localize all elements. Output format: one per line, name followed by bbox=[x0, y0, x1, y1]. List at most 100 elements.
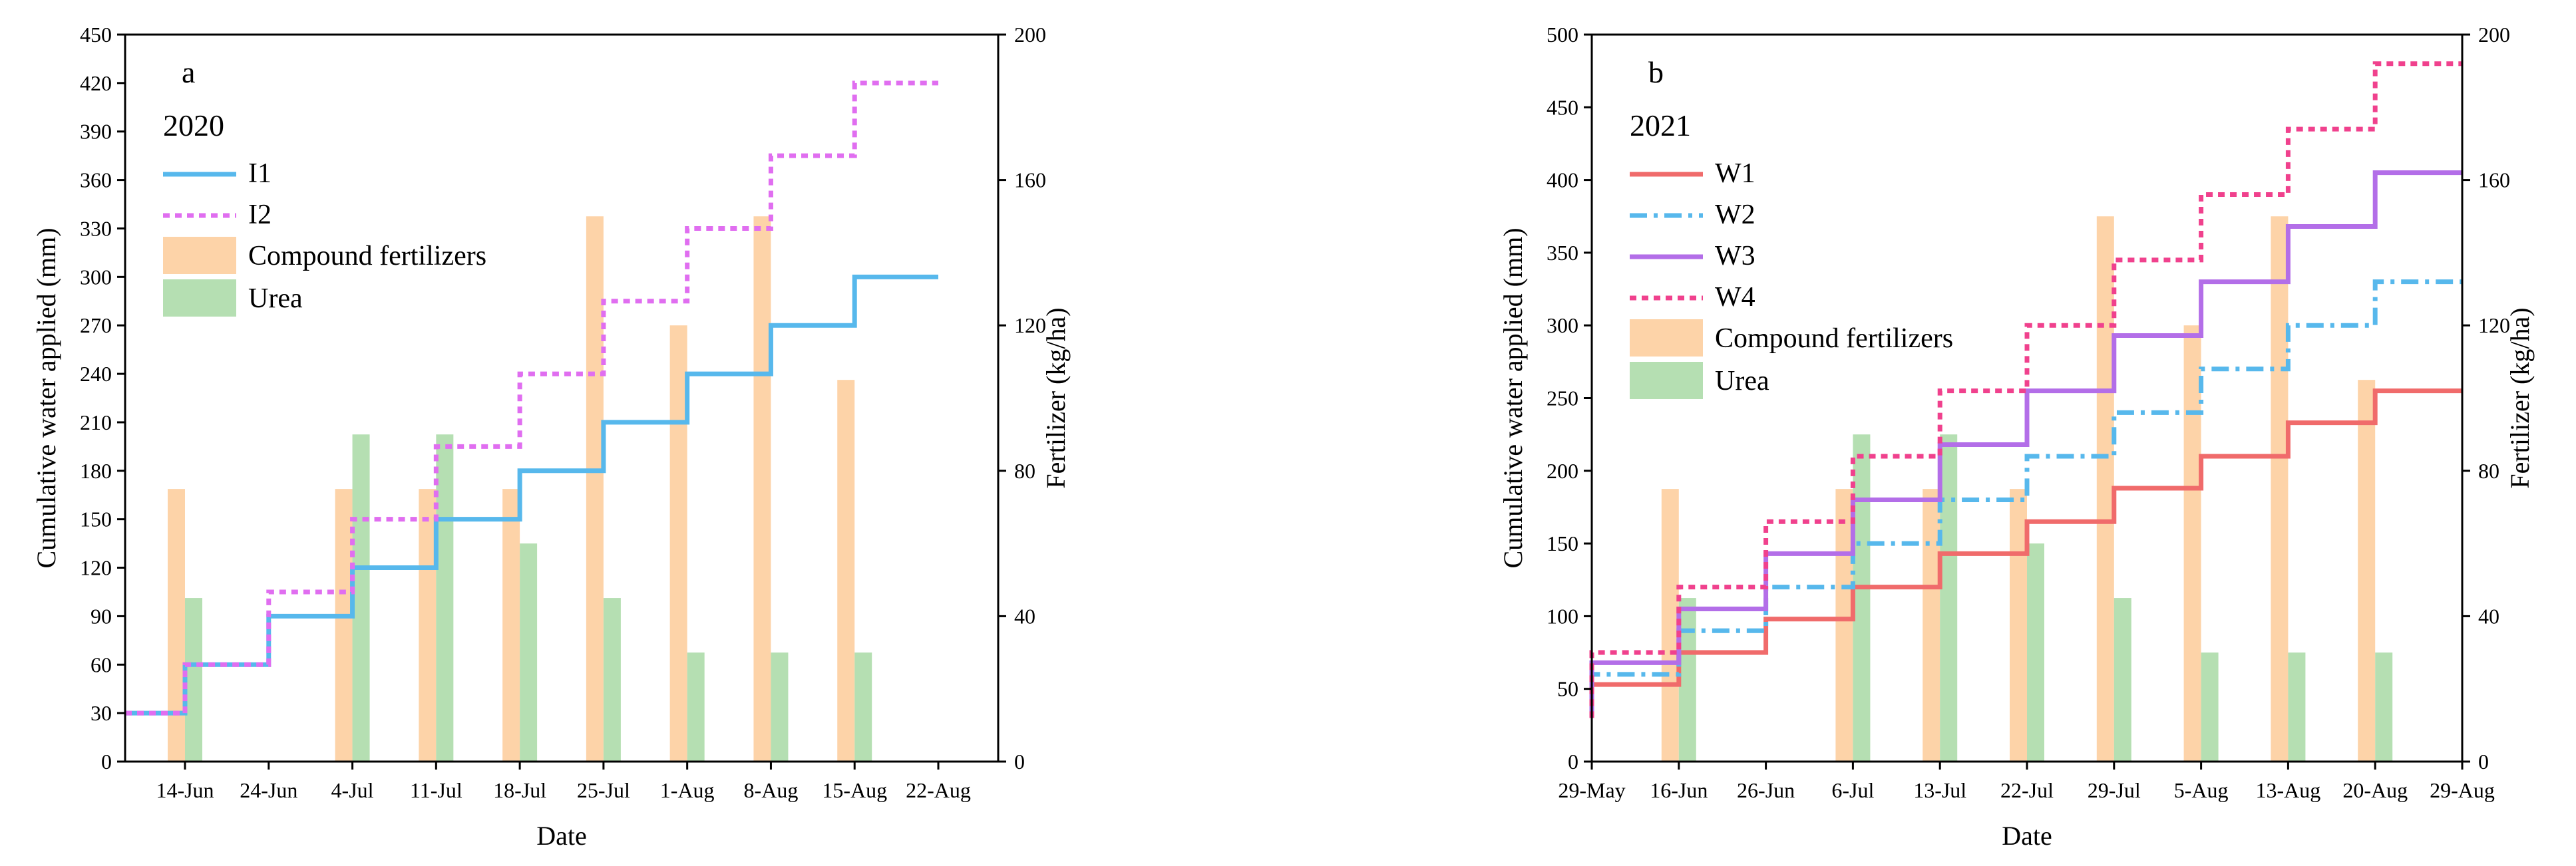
bar-compound-fertilizers-14-Jun bbox=[168, 489, 185, 762]
y-left-tick-label: 150 bbox=[80, 507, 112, 531]
y-right-tick-label: 40 bbox=[1014, 604, 1035, 628]
bar-compound-fertilizers-4-Jul bbox=[335, 489, 353, 762]
x-tick-label: 14-Jun bbox=[156, 778, 214, 802]
bar-compound-fertilizers-13-Aug bbox=[2271, 216, 2289, 762]
x-tick-label: 13-Jul bbox=[1913, 778, 1966, 802]
y-left-tick-label: 120 bbox=[80, 556, 112, 580]
line-series-w3 bbox=[1589, 170, 2462, 718]
legend-label-urea: Urea bbox=[1715, 366, 1769, 396]
legend-label-w3: W3 bbox=[1715, 241, 1755, 271]
bar-compound-fertilizers-22-Jul bbox=[2010, 489, 2027, 762]
bar-compound-fertilizers-5-Aug bbox=[2183, 325, 2201, 762]
legend-label-w4: W4 bbox=[1715, 282, 1755, 313]
bar-urea-20-Aug bbox=[2375, 652, 2393, 762]
y-right-tick-label: 120 bbox=[2478, 313, 2510, 337]
legend-label-w1: W1 bbox=[1715, 158, 1755, 189]
y-left-tick-label: 450 bbox=[80, 23, 112, 47]
x-tick-label: 1-Aug bbox=[660, 778, 715, 802]
y-right-tick-label: 80 bbox=[1014, 459, 1035, 483]
y-left-axis-title: Cumulative water applied (mm) bbox=[1498, 227, 1528, 568]
y-left-tick-label: 330 bbox=[80, 216, 112, 240]
x-tick-label: 25-Jul bbox=[577, 778, 630, 802]
x-tick-label: 16-Jun bbox=[1650, 778, 1708, 802]
y-left-tick-label: 210 bbox=[80, 410, 112, 434]
y-left-tick-label: 500 bbox=[1547, 23, 1578, 47]
y-left-tick-label: 150 bbox=[1547, 531, 1578, 555]
y-left-tick-label: 420 bbox=[80, 71, 112, 95]
legend-label-compound-fertilizers: Compound fertilizers bbox=[248, 241, 486, 271]
legend-swatch-compound-fertilizers bbox=[1630, 319, 1703, 357]
bar-urea-13-Aug bbox=[2288, 652, 2306, 762]
x-tick-label: 20-Aug bbox=[2342, 778, 2408, 802]
legend-label-w2: W2 bbox=[1715, 200, 1755, 230]
x-tick-label: 18-Jul bbox=[493, 778, 546, 802]
bar-urea-15-Aug bbox=[854, 652, 872, 762]
y-left-tick-label: 270 bbox=[80, 313, 112, 337]
x-tick-label: 8-Aug bbox=[744, 778, 799, 802]
y-left-tick-label: 360 bbox=[80, 168, 112, 192]
bar-urea-6-Jul bbox=[1853, 434, 1871, 762]
y-right-tick-label: 0 bbox=[1014, 750, 1025, 774]
line-series-w2 bbox=[1589, 279, 2462, 718]
bar-compound-fertilizers-13-Jul bbox=[1923, 489, 1940, 762]
bar-urea-8-Aug bbox=[771, 652, 789, 762]
bar-compound-fertilizers-20-Aug bbox=[2358, 380, 2376, 762]
x-tick-label: 6-Jul bbox=[1831, 778, 1874, 802]
y-left-tick-label: 400 bbox=[1547, 168, 1578, 192]
line-series-w4 bbox=[1589, 61, 2462, 718]
x-tick-label: 29-May bbox=[1558, 778, 1625, 802]
legend-label-urea: Urea bbox=[248, 283, 303, 314]
x-tick-label: 29-Jul bbox=[2088, 778, 2141, 802]
bar-urea-22-Jul bbox=[2027, 543, 2044, 762]
panel-b-chart: 0 50 100 150 200 250 300 350 400 450 500 0 40 80 120 16… bbox=[1498, 23, 2535, 851]
y-right-tick-label: 120 bbox=[1014, 313, 1046, 337]
bar-urea-11-Jul bbox=[436, 434, 454, 762]
y-left-tick-label: 0 bbox=[1568, 750, 1578, 774]
panel-label: a bbox=[182, 55, 195, 89]
y-left-tick-label: 450 bbox=[1547, 95, 1578, 119]
y-right-axis-title: Fertilizer (kg/ha) bbox=[1041, 307, 1071, 488]
y-left-tick-label: 390 bbox=[80, 120, 112, 144]
panel-a-chart: 0 30 60 90 120 150 180 210 240 270 300 330 360 390 420… bbox=[31, 23, 1071, 851]
bar-compound-fertilizers-8-Aug bbox=[753, 216, 771, 762]
x-tick-label: 24-Jun bbox=[240, 778, 297, 802]
legend-swatch-urea bbox=[163, 279, 236, 317]
y-right-axis-title: Fertilizer (kg/ha) bbox=[2505, 307, 2535, 488]
year-label: 2021 bbox=[1630, 108, 1691, 142]
bar-compound-fertilizers-15-Aug bbox=[837, 380, 855, 762]
bar-urea-1-Aug bbox=[687, 652, 705, 762]
y-left-tick-label: 300 bbox=[80, 265, 112, 289]
x-tick-label: 15-Aug bbox=[822, 778, 887, 802]
y-left-tick-label: 200 bbox=[1547, 459, 1578, 483]
x-axis-title: Date bbox=[536, 821, 587, 851]
y-left-tick-label: 300 bbox=[1547, 313, 1578, 337]
y-left-tick-label: 50 bbox=[1557, 677, 1578, 701]
y-right-tick-label: 0 bbox=[2478, 750, 2489, 774]
y-left-tick-label: 30 bbox=[91, 701, 112, 725]
x-tick-label: 22-Aug bbox=[906, 778, 971, 802]
bar-compound-fertilizers-11-Jul bbox=[419, 489, 437, 762]
y-right-tick-label: 160 bbox=[2478, 168, 2510, 192]
bar-compound-fertilizers-25-Jul bbox=[586, 216, 604, 762]
bar-compound-fertilizers-18-Jul bbox=[502, 489, 520, 762]
bar-urea-13-Jul bbox=[1940, 434, 1958, 762]
x-tick-label: 22-Jul bbox=[2000, 778, 2054, 802]
x-tick-label: 4-Jul bbox=[331, 778, 374, 802]
y-left-tick-label: 90 bbox=[91, 604, 112, 628]
x-tick-label: 29-Aug bbox=[2430, 778, 2495, 802]
y-left-tick-label: 60 bbox=[91, 652, 112, 676]
bar-compound-fertilizers-1-Aug bbox=[669, 325, 687, 762]
panel-label: b bbox=[1648, 55, 1664, 89]
legend-label-i1: I1 bbox=[248, 158, 272, 189]
line-series-i1 bbox=[125, 274, 938, 716]
y-right-tick-label: 200 bbox=[1014, 23, 1046, 47]
legend-swatch-urea bbox=[1630, 362, 1703, 399]
y-right-tick-label: 200 bbox=[2478, 23, 2510, 47]
x-tick-label: 13-Aug bbox=[2256, 778, 2321, 802]
bar-compound-fertilizers-6-Jul bbox=[1835, 489, 1853, 762]
bar-urea-18-Jul bbox=[520, 543, 538, 762]
y-left-tick-label: 250 bbox=[1547, 386, 1578, 410]
bar-urea-14-Jun bbox=[185, 598, 202, 762]
y-right-tick-label: 160 bbox=[1014, 168, 1046, 192]
